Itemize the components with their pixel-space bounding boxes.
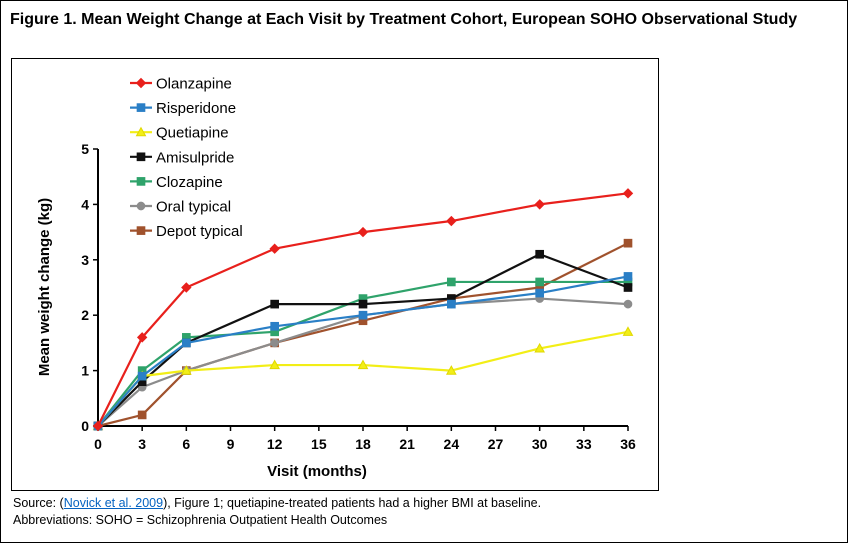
source-note: Source: (Novick et al. 2009), Figure 1; … [13, 495, 541, 511]
series-line [97, 242, 629, 428]
data-point-marker [534, 342, 546, 353]
data-point-marker [445, 365, 457, 375]
data-point-marker [446, 215, 457, 227]
series-risperidone [93, 272, 633, 431]
y-tick-label: 4 [81, 196, 89, 212]
legend-entry: Clozapine [130, 174, 223, 191]
legend-entry: Oral typical [130, 199, 231, 216]
legend-label: Risperidone [156, 100, 236, 117]
series-amisulpride [93, 249, 633, 431]
chart-panel: 0 3 6 9 12 15 18 21 24 27 30 33 36 0 1 2 3 4 5 Olanzapine R… [11, 58, 659, 491]
legend-label: Olanzapine [156, 76, 232, 93]
series-line [97, 275, 629, 427]
data-point-marker [534, 199, 545, 210]
data-point-marker [136, 332, 148, 343]
x-tick-label: 0 [94, 436, 102, 452]
data-point-marker [135, 126, 147, 137]
x-tick-label: 9 [227, 436, 235, 452]
series-olanzapine [92, 188, 634, 432]
data-point-marker [447, 277, 456, 287]
data-point-marker [136, 226, 146, 235]
data-point-marker [135, 77, 147, 89]
citation-link[interactable]: Novick et al. 2009 [63, 496, 164, 510]
legend-entry: Amisulpride [130, 149, 234, 166]
source-suffix: ), Figure 1; quetiapine-treated patients… [163, 496, 542, 510]
x-tick-label: 12 [267, 436, 283, 452]
data-point-marker [136, 103, 146, 112]
x-tick-label: 27 [488, 436, 504, 452]
series-quetiapine [92, 326, 634, 431]
y-axis-label: Mean weight change (kg) [36, 198, 53, 376]
legend-label: Depot typical [156, 223, 243, 240]
legend-entry: Olanzapine [130, 76, 232, 93]
series-line [97, 330, 629, 427]
data-point-marker [182, 338, 191, 348]
data-point-marker [92, 420, 104, 432]
data-point-marker [535, 277, 544, 287]
legend-entry: Risperidone [130, 100, 236, 117]
series-line [97, 280, 628, 427]
y-tick-label: 2 [81, 307, 89, 323]
data-point-marker [622, 188, 634, 199]
y-tick-label: 0 [81, 418, 89, 434]
data-point-marker [535, 249, 544, 259]
data-point-marker [269, 243, 280, 254]
data-point-marker [623, 299, 633, 309]
legend-label: Amisulpride [156, 149, 234, 166]
data-point-marker [623, 238, 633, 248]
x-tick-label: 24 [444, 436, 460, 452]
data-point-marker [181, 282, 192, 293]
chart-series [92, 188, 634, 432]
chart-legend: Olanzapine Risperidone Quetiapine Amisulpri… [130, 76, 243, 240]
x-tick-label: 6 [182, 436, 190, 452]
legend-entry: Depot typical [130, 223, 243, 240]
data-point-marker [357, 359, 369, 370]
data-point-marker [623, 283, 633, 292]
data-point-marker [622, 326, 634, 336]
data-point-marker [136, 177, 146, 186]
data-point-marker [269, 359, 281, 370]
series-line [97, 297, 629, 427]
series-line [97, 253, 629, 427]
x-tick-label: 36 [620, 436, 636, 452]
x-tick-label: 15 [311, 436, 327, 452]
series-line [97, 192, 629, 427]
abbreviations-note: Abbreviations: SOHO = Schizophrenia Outp… [13, 513, 388, 527]
series-depot-typical [93, 238, 633, 431]
data-point-marker [137, 371, 147, 381]
data-point-marker [180, 365, 192, 375]
data-point-marker [535, 288, 544, 298]
y-tick-label: 5 [81, 141, 89, 157]
data-point-marker [623, 272, 633, 281]
data-point-marker [357, 226, 369, 238]
series-clozapine [93, 277, 633, 431]
x-tick-label: 18 [355, 436, 371, 452]
data-point-marker [136, 152, 146, 162]
data-point-marker [137, 410, 147, 420]
data-point-marker [136, 201, 146, 211]
y-tick-label: 1 [81, 363, 89, 379]
x-tick-label: 21 [399, 436, 415, 452]
legend-label: Oral typical [156, 199, 231, 216]
x-tick-label: 30 [532, 436, 548, 452]
figure-title: Figure 1. Mean Weight Change at Each Vis… [10, 11, 798, 28]
data-point-marker [270, 338, 279, 348]
data-point-marker [270, 321, 279, 331]
data-point-marker [358, 310, 368, 320]
x-axis-label: Visit (months) [267, 463, 367, 480]
data-point-marker [358, 299, 368, 309]
y-tick-label: 3 [81, 252, 89, 268]
source-prefix: Source: ( [13, 496, 64, 510]
legend-label: Clozapine [156, 174, 223, 191]
x-tick-label: 3 [138, 436, 146, 452]
legend-entry: Quetiapine [130, 125, 229, 142]
x-tick-label: 33 [576, 436, 592, 452]
legend-label: Quetiapine [156, 125, 229, 142]
data-point-marker [447, 299, 456, 309]
data-point-marker [270, 299, 279, 309]
